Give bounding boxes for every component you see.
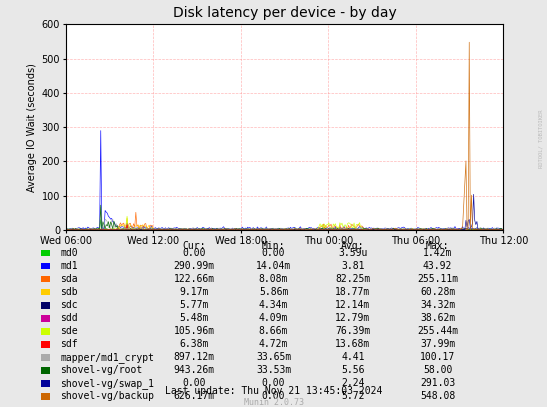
Text: RDTOOL/ TOBITOIKER: RDTOOL/ TOBITOIKER xyxy=(538,109,543,168)
Text: 18.77m: 18.77m xyxy=(335,287,370,297)
Text: 1.42m: 1.42m xyxy=(423,248,452,258)
Text: 12.79m: 12.79m xyxy=(335,313,370,323)
Text: 5.48m: 5.48m xyxy=(179,313,209,323)
Text: 0.00: 0.00 xyxy=(262,392,285,401)
Y-axis label: Average IO Wait (seconds): Average IO Wait (seconds) xyxy=(27,63,37,192)
Text: md1: md1 xyxy=(60,261,78,271)
Text: 4.41: 4.41 xyxy=(341,352,364,362)
Text: 14.04m: 14.04m xyxy=(256,261,291,271)
Text: sdd: sdd xyxy=(60,313,78,323)
Text: Munin 2.0.73: Munin 2.0.73 xyxy=(243,398,304,407)
Text: shovel-vg/backup: shovel-vg/backup xyxy=(60,392,154,401)
Text: 12.14m: 12.14m xyxy=(335,300,370,310)
Text: 33.65m: 33.65m xyxy=(256,352,291,362)
Text: 43.92: 43.92 xyxy=(423,261,452,271)
Text: 9.17m: 9.17m xyxy=(179,287,209,297)
Text: sde: sde xyxy=(60,326,78,336)
Text: 8.08m: 8.08m xyxy=(259,274,288,284)
Text: 13.68m: 13.68m xyxy=(335,339,370,349)
Text: 0.00: 0.00 xyxy=(262,248,285,258)
Text: shovel-vg/root: shovel-vg/root xyxy=(60,365,142,375)
Text: 2.24: 2.24 xyxy=(341,379,364,388)
Text: Last update: Thu Nov 21 13:45:03 2024: Last update: Thu Nov 21 13:45:03 2024 xyxy=(165,386,382,396)
Text: 255.11m: 255.11m xyxy=(417,274,458,284)
Text: 943.26m: 943.26m xyxy=(173,365,215,375)
Text: 105.96m: 105.96m xyxy=(173,326,215,336)
Text: 290.99m: 290.99m xyxy=(173,261,215,271)
Text: md0: md0 xyxy=(60,248,78,258)
Text: 8.66m: 8.66m xyxy=(259,326,288,336)
Text: 4.72m: 4.72m xyxy=(259,339,288,349)
Text: 548.08: 548.08 xyxy=(420,392,455,401)
Text: 626.17m: 626.17m xyxy=(173,392,215,401)
Text: 3.81: 3.81 xyxy=(341,261,364,271)
Text: sdb: sdb xyxy=(60,287,78,297)
Text: 38.62m: 38.62m xyxy=(420,313,455,323)
Text: 4.34m: 4.34m xyxy=(259,300,288,310)
Text: 0.00: 0.00 xyxy=(183,379,206,388)
Text: 76.39m: 76.39m xyxy=(335,326,370,336)
Text: 5.86m: 5.86m xyxy=(259,287,288,297)
Text: 100.17: 100.17 xyxy=(420,352,455,362)
Text: mapper/md1_crypt: mapper/md1_crypt xyxy=(60,352,154,363)
Text: 58.00: 58.00 xyxy=(423,365,452,375)
Text: 6.38m: 6.38m xyxy=(179,339,209,349)
Text: 37.99m: 37.99m xyxy=(420,339,455,349)
Text: shovel-vg/swap_1: shovel-vg/swap_1 xyxy=(60,378,154,389)
Text: Avg:: Avg: xyxy=(341,241,364,251)
Text: 0.00: 0.00 xyxy=(183,248,206,258)
Text: Max:: Max: xyxy=(426,241,449,251)
Text: 82.25m: 82.25m xyxy=(335,274,370,284)
Text: sdc: sdc xyxy=(60,300,78,310)
Text: 122.66m: 122.66m xyxy=(173,274,215,284)
Text: 255.44m: 255.44m xyxy=(417,326,458,336)
Text: Cur:: Cur: xyxy=(183,241,206,251)
Text: 0.00: 0.00 xyxy=(262,379,285,388)
Text: 5.77m: 5.77m xyxy=(179,300,209,310)
Text: 291.03: 291.03 xyxy=(420,379,455,388)
Text: 5.72: 5.72 xyxy=(341,392,364,401)
Text: 33.53m: 33.53m xyxy=(256,365,291,375)
Title: Disk latency per device - by day: Disk latency per device - by day xyxy=(172,7,397,20)
Text: Min:: Min: xyxy=(262,241,285,251)
Text: 897.12m: 897.12m xyxy=(173,352,215,362)
Text: 3.59u: 3.59u xyxy=(338,248,368,258)
Text: 5.56: 5.56 xyxy=(341,365,364,375)
Text: sda: sda xyxy=(60,274,78,284)
Text: 34.32m: 34.32m xyxy=(420,300,455,310)
Text: sdf: sdf xyxy=(60,339,78,349)
Text: 4.09m: 4.09m xyxy=(259,313,288,323)
Text: 60.28m: 60.28m xyxy=(420,287,455,297)
